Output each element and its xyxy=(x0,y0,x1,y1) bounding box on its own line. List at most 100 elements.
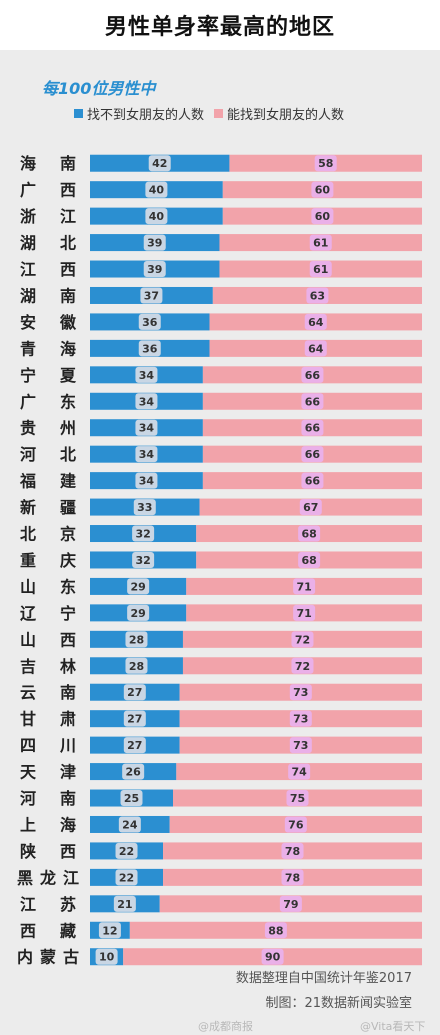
value-label-single: 34 xyxy=(139,422,155,435)
value-label-single: 25 xyxy=(124,792,139,805)
value-pill-partnered xyxy=(289,710,312,727)
value-pill-partnered xyxy=(284,816,307,833)
value-pill-partnered xyxy=(309,261,332,278)
category-label: 江 西 xyxy=(20,260,76,279)
value-label-partnered: 78 xyxy=(285,871,300,884)
footer-source: 数据整理自中国统计年鉴2017 xyxy=(235,971,412,986)
value-pill-single xyxy=(135,472,158,489)
value-pill-partnered xyxy=(301,419,324,436)
value-label-single: 34 xyxy=(139,448,155,461)
value-pill-single xyxy=(140,287,163,304)
value-pill-single xyxy=(132,551,155,568)
category-label: 海 南 xyxy=(20,154,76,173)
value-pill-single xyxy=(113,895,136,912)
value-label-single: 34 xyxy=(139,369,155,382)
value-pill-single xyxy=(95,948,118,965)
category-label: 甘 肃 xyxy=(20,710,76,729)
value-label-partnered: 73 xyxy=(293,686,308,699)
category-label: 上 海 xyxy=(20,815,76,834)
value-pill-partnered xyxy=(264,922,287,939)
footer-credit: 制图：21数据新闻实验室 xyxy=(265,996,412,1011)
value-pill-partnered xyxy=(298,525,321,542)
value-pill-single xyxy=(125,657,148,674)
value-pill-partnered xyxy=(279,895,302,912)
value-pill-single xyxy=(135,366,158,383)
value-label-partnered: 73 xyxy=(293,739,308,752)
value-label-partnered: 75 xyxy=(290,792,305,805)
value-pill-single xyxy=(115,842,138,859)
category-label: 湖 北 xyxy=(20,234,76,253)
value-pill-partnered xyxy=(304,313,327,330)
value-label-single: 32 xyxy=(135,528,150,541)
value-label-single: 39 xyxy=(147,263,162,276)
value-pill-partnered xyxy=(301,446,324,463)
value-label-partnered: 66 xyxy=(305,448,321,461)
category-label: 湖 南 xyxy=(20,286,76,305)
value-label-single: 36 xyxy=(142,316,158,329)
value-label-single: 26 xyxy=(126,766,142,779)
value-label-partnered: 88 xyxy=(268,924,283,937)
value-label-partnered: 61 xyxy=(313,237,328,250)
value-label-partnered: 67 xyxy=(303,501,318,514)
value-label-single: 21 xyxy=(117,898,132,911)
value-label-single: 27 xyxy=(127,713,142,726)
value-label-single: 29 xyxy=(130,607,145,620)
value-label-single: 28 xyxy=(129,633,144,646)
value-label-partnered: 66 xyxy=(305,475,321,488)
value-pill-partnered xyxy=(301,472,324,489)
value-pill-partnered xyxy=(309,234,332,251)
value-pill-single xyxy=(98,922,121,939)
value-label-partnered: 68 xyxy=(301,528,316,541)
legend-swatch-partnered xyxy=(214,109,224,118)
legend-item-partnered: 能找到女朋友的人数 xyxy=(214,104,344,123)
value-label-partnered: 66 xyxy=(305,395,321,408)
value-label-single: 36 xyxy=(142,342,158,355)
value-label-single: 29 xyxy=(130,580,145,593)
value-label-partnered: 64 xyxy=(308,316,324,329)
value-pill-partnered xyxy=(293,604,316,621)
value-label-single: 27 xyxy=(127,739,142,752)
category-label: 天 津 xyxy=(20,763,76,782)
value-label-partnered: 58 xyxy=(318,157,333,170)
value-label-partnered: 72 xyxy=(295,633,310,646)
category-label: 云 南 xyxy=(20,683,76,702)
value-pill-partnered xyxy=(301,393,324,410)
category-label: 福 建 xyxy=(19,472,76,491)
category-label: 陕 西 xyxy=(20,842,76,861)
legend-label-single: 找不到女朋友的人数 xyxy=(87,108,205,123)
value-pill-partnered xyxy=(298,551,321,568)
value-label-partnered: 73 xyxy=(293,713,308,726)
value-pill-partnered xyxy=(289,737,312,754)
category-label: 安 徽 xyxy=(20,313,77,332)
category-label: 河 北 xyxy=(20,445,76,464)
value-label-single: 40 xyxy=(149,184,165,197)
value-pill-partnered xyxy=(304,340,327,357)
value-label-partnered: 66 xyxy=(305,422,321,435)
value-pill-single xyxy=(133,499,156,516)
value-pill-single xyxy=(138,313,161,330)
value-pill-partnered xyxy=(314,155,337,172)
page-title: 男性单身率最高的地区 xyxy=(104,15,335,40)
category-label: 宁 夏 xyxy=(20,366,77,385)
title-bar: 男性单身率最高的地区 xyxy=(0,0,440,50)
value-pill-single xyxy=(143,234,166,251)
value-label-single: 32 xyxy=(135,554,150,567)
category-label: 河 南 xyxy=(20,789,76,808)
legend-swatch-single xyxy=(74,109,83,118)
category-label: 内蒙古 xyxy=(17,948,79,967)
value-pill-partnered xyxy=(281,842,304,859)
value-pill-single xyxy=(125,631,148,648)
category-label: 山 西 xyxy=(20,630,76,649)
value-pill-single xyxy=(135,446,158,463)
category-label: 重 庆 xyxy=(20,551,76,570)
category-label: 贵 州 xyxy=(20,419,76,438)
watermark-1: @成都商报 xyxy=(198,1020,253,1033)
value-pill-single xyxy=(145,181,168,198)
value-pill-partnered xyxy=(301,366,324,383)
value-label-partnered: 76 xyxy=(288,818,304,831)
value-label-single: 10 xyxy=(99,951,115,964)
value-label-single: 24 xyxy=(122,818,138,831)
value-label-partnered: 74 xyxy=(292,766,308,779)
category-label: 广 东 xyxy=(20,392,76,411)
